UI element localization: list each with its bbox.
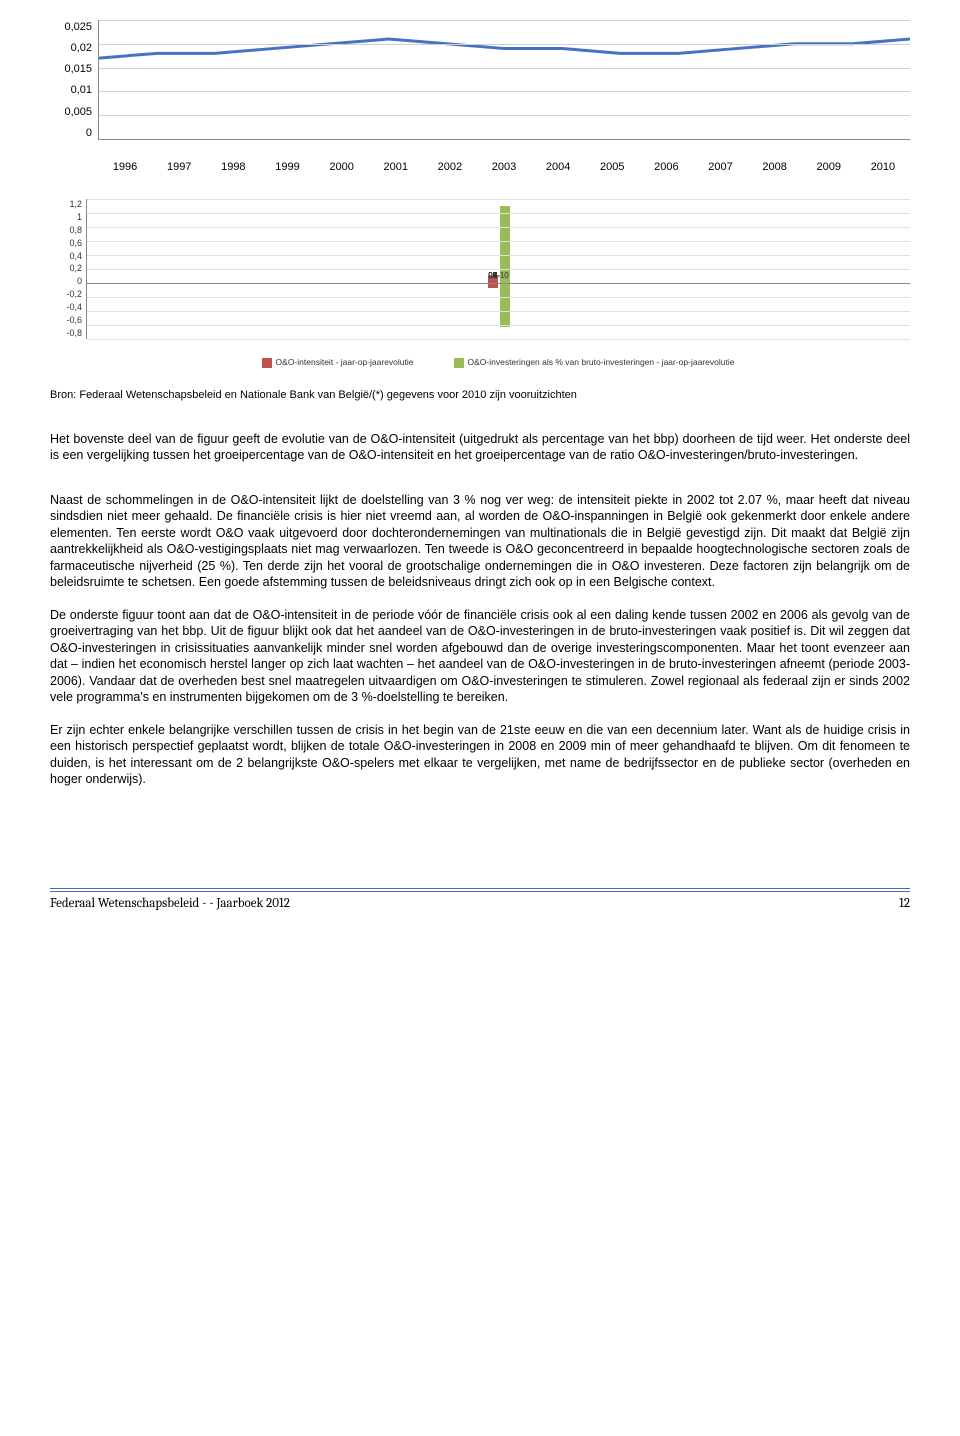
chart1-xtick: 2000 (315, 160, 369, 174)
chart1-line-series (99, 20, 910, 139)
chart1-ytick: 0,005 (50, 105, 92, 119)
chart1-xtick: 1997 (152, 160, 206, 174)
paragraph-1: Het bovenste deel van de figuur geeft de… (50, 431, 910, 464)
chart2-bar (500, 283, 510, 326)
chart1-xtick: 2010 (856, 160, 910, 174)
chart1-plot-area (98, 20, 910, 140)
chart1-xtick: 2008 (748, 160, 802, 174)
chart1-xtick: 2006 (639, 160, 693, 174)
chart2-ytick: -0,6 (50, 315, 82, 327)
chart1-y-axis: 0,025 0,02 0,015 0,01 0,005 0 (50, 20, 98, 140)
chart2-ytick: 0,4 (50, 251, 82, 263)
chart1-xtick: 1998 (206, 160, 260, 174)
chart2-ytick: 1 (50, 212, 82, 224)
chart2-ytick: 0,6 (50, 238, 82, 250)
paragraph-2: Naast de schommelingen in de O&O-intensi… (50, 492, 910, 591)
chart1-xtick: 2004 (531, 160, 585, 174)
chart1-xtick: 1996 (98, 160, 152, 174)
chart2-y-axis: 1,210,80,60,40,20-0,2-0,4-0,6-0,8 (50, 199, 86, 339)
chart2-legend: O&O-intensiteit - jaar-op-jaarevolutie O&… (86, 357, 910, 368)
chart2-ytick: 0 (50, 276, 82, 288)
page-number: 12 (899, 896, 910, 913)
chart1-xtick: 2003 (477, 160, 531, 174)
chart2-ytick: 1,2 (50, 199, 82, 211)
chart1-x-axis: 1996199719981999200020012002200320042005… (98, 160, 910, 174)
chart2-ytick: 0,2 (50, 263, 82, 275)
chart2-ytick: -0,4 (50, 302, 82, 314)
chart2-legend-item: O&O-intensiteit - jaar-op-jaarevolutie (262, 357, 414, 368)
chart1-xtick: 2005 (585, 160, 639, 174)
chart2-xtick: 09-10 (488, 271, 508, 281)
chart2-ytick: -0,2 (50, 289, 82, 301)
chart1-ytick: 0,02 (50, 41, 92, 55)
footer-title: Federaal Wetenschapsbeleid - - Jaarboek … (50, 896, 290, 913)
paragraph-4: Er zijn echter enkele belangrijke versch… (50, 722, 910, 788)
chart2-ytick: 0,8 (50, 225, 82, 237)
source-note: Bron: Federaal Wetenschapsbeleid en Nati… (50, 388, 910, 402)
chart1-ytick: 0 (50, 126, 92, 140)
page-footer: Federaal Wetenschapsbeleid - - Jaarboek … (50, 888, 910, 913)
chart1-xtick: 2001 (369, 160, 423, 174)
chart2-legend-item: O&O-investeringen als % van bruto-invest… (454, 357, 735, 368)
oo-intensity-line-chart: 0,025 0,02 0,015 0,01 0,005 0 199619971998199… (50, 20, 910, 174)
chart2-ytick: -0,8 (50, 328, 82, 340)
paragraph-3: De onderste figuur toont aan dat de O&O-… (50, 607, 910, 706)
chart1-xtick: 1999 (260, 160, 314, 174)
oo-growth-bar-chart: 1,210,80,60,40,20-0,2-0,4-0,6-0,8 96-979… (50, 199, 910, 368)
chart1-xtick: 2009 (802, 160, 856, 174)
chart1-ytick: 0,01 (50, 83, 92, 97)
chart2-plot-area: 96-9797-9898-9999-0000-0101-0202-0303-04… (86, 199, 910, 339)
chart1-ytick: 0,025 (50, 20, 92, 34)
chart1-xtick: 2007 (693, 160, 747, 174)
chart1-ytick: 0,015 (50, 62, 92, 76)
chart1-xtick: 2002 (423, 160, 477, 174)
